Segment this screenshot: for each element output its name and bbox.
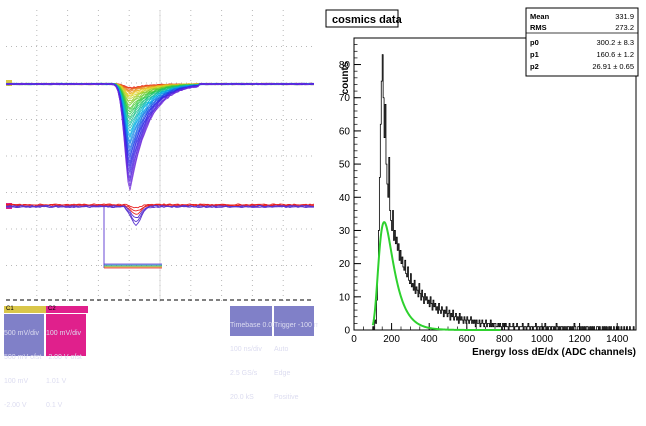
stat-label: p2: [530, 62, 539, 71]
x-tick-label: 600: [458, 334, 475, 345]
trigger-line: Positive: [274, 394, 314, 402]
ch1-line: 500 mV ofst: [4, 354, 44, 362]
timebase-label: Timebase 0.00 μs: [230, 322, 272, 330]
x-tick-label: 1400: [606, 334, 629, 345]
y-tick-label: 0: [344, 326, 350, 337]
oscilloscope-panel: C1 500 mV/div 500 mV ofst 100 mV -2.00 V…: [0, 0, 318, 358]
x-tick-label: 800: [496, 334, 513, 345]
x-tick-label: 200: [383, 334, 400, 345]
histogram-chart: 010203040506070800 200 400 600 800 1000 1200 14…: [318, 0, 646, 358]
stat-label: RMS: [530, 23, 547, 32]
y-tick-label: 10: [339, 292, 351, 303]
trigger-label: Trigger -100 mV: [274, 322, 314, 330]
ch1-line: -2.00 V: [4, 402, 44, 410]
trigger-line: Auto: [274, 346, 314, 354]
ch2-line: -2.00 V ofst: [46, 354, 86, 362]
y-tick-label: 60: [339, 126, 351, 137]
x-tick-label: 0: [351, 334, 357, 345]
statistics-box: Mean 331.9 RMS 273.2 p0 300.2 ± 8.3 p1 1…: [526, 8, 638, 76]
stat-value: 26.91 ± 0.65: [592, 62, 634, 71]
stat-label: p0: [530, 38, 539, 47]
y-tick-label: 40: [339, 193, 351, 204]
ch2-marker: C2: [46, 306, 88, 313]
stat-value: 160.6 ± 1.2: [597, 50, 634, 59]
ch1-line: 100 mV: [4, 378, 44, 386]
ch2-line: 1.01 V: [46, 378, 86, 386]
y-axis-label: counts: [340, 61, 351, 94]
ch2-settings-panel: 100 mV/div -2.00 V ofst 1.01 V 0.1 V: [46, 314, 86, 356]
x-tick-label: 1000: [531, 334, 554, 345]
timebase-line: 100 ns/div: [230, 346, 272, 354]
ch1-line: 500 mV/div: [4, 330, 44, 338]
ch2-line: 0.1 V: [46, 402, 86, 410]
stat-value: 331.9: [615, 12, 634, 21]
x-tick-label: 400: [421, 334, 438, 345]
y-tick-label: 20: [339, 259, 351, 270]
x-tick-label: 1200: [568, 334, 591, 345]
stat-value: 300.2 ± 8.3: [597, 38, 634, 47]
timebase-line: 2.5 GS/s: [230, 370, 272, 378]
oscilloscope-screen: [6, 10, 314, 302]
stat-label: p1: [530, 50, 539, 59]
stat-label: Mean: [530, 12, 550, 21]
timebase-panel: Timebase 0.00 μs 100 ns/div 2.5 GS/s 20.…: [230, 306, 272, 336]
ch1-marker: C1: [4, 306, 46, 313]
y-tick-label: 30: [339, 226, 351, 237]
stat-value: 273.2: [615, 23, 634, 32]
trigger-line: Edge: [274, 370, 314, 378]
timebase-line: 20.0 kS: [230, 394, 272, 402]
oscilloscope-status-bar: C1 500 mV/div 500 mV ofst 100 mV -2.00 V…: [0, 302, 318, 358]
ch1-settings-panel: 500 mV/div 500 mV ofst 100 mV -2.00 V: [4, 314, 44, 356]
x-axis-label: Energy loss dE/dx (ADC channels): [472, 347, 636, 358]
y-tick-label: 50: [339, 160, 351, 171]
trigger-panel: Trigger -100 mV Auto Edge Positive: [274, 306, 314, 336]
ch2-line: 100 mV/div: [46, 330, 86, 338]
chart-title: cosmics data: [332, 14, 403, 26]
